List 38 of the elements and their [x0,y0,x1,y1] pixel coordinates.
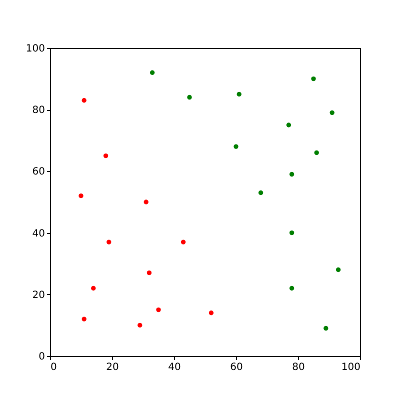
point [289,286,294,291]
point [146,270,152,276]
y-tick-label: 60 [32,166,45,178]
point [78,194,84,198]
x-tick-label: 100 [341,362,360,373]
point [286,122,292,128]
point [234,144,238,149]
point [336,267,341,272]
y-tick-label: 100 [26,44,45,54]
point [208,310,214,316]
point [289,172,294,177]
x-tick-label: 20 [106,362,119,373]
point [138,322,142,328]
point [82,98,86,103]
y-tick-label: 40 [32,228,45,240]
x-tick-label: 40 [168,362,181,373]
point [106,240,112,244]
y-tick-label: 0 [38,352,45,362]
point [82,316,86,322]
point [314,150,319,156]
x-tick-label: 60 [230,362,243,373]
x-tick-label: 80 [292,362,305,373]
point [324,326,328,331]
point [180,240,186,244]
point [187,94,192,100]
point [311,76,316,82]
point [156,307,161,312]
y-tick-label: 20 [32,290,45,301]
point [258,190,264,196]
point [144,200,148,204]
x-tick-label: 0 [50,362,57,373]
y-tick-label: 80 [32,105,45,116]
point [330,110,334,116]
point [103,153,108,158]
point [289,230,294,236]
point [236,92,242,97]
point [150,70,155,75]
point [91,286,96,291]
